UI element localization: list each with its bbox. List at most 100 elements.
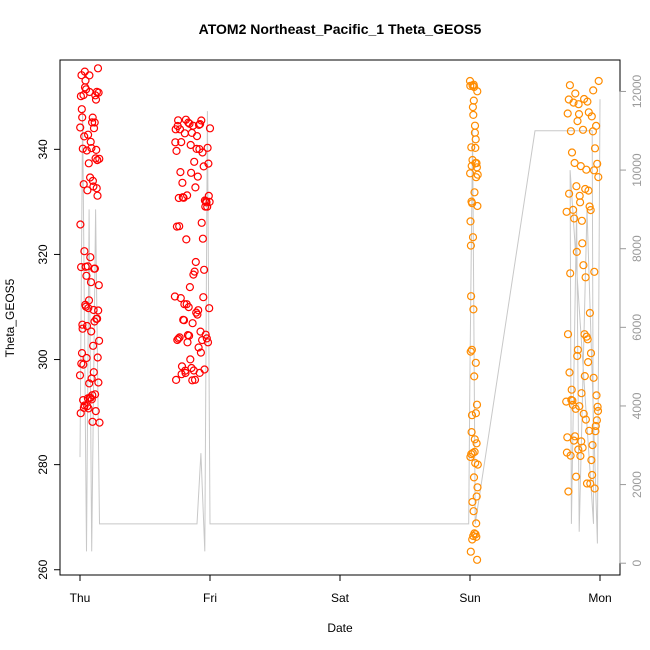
- data-point: [182, 235, 191, 244]
- data-point: [574, 109, 584, 119]
- data-point: [80, 132, 89, 141]
- data-point: [91, 407, 100, 416]
- data-point: [95, 154, 104, 163]
- data-point: [471, 135, 480, 144]
- data-point: [91, 95, 101, 104]
- data-point: [590, 267, 599, 276]
- data-point: [473, 483, 482, 492]
- data-point: [92, 314, 102, 323]
- data-point: [187, 363, 196, 373]
- y2-tick-label: 6000: [630, 314, 644, 341]
- data-point: [471, 143, 480, 152]
- data-point: [187, 168, 196, 177]
- data-point: [471, 409, 480, 418]
- data-point: [203, 143, 212, 152]
- data-point: [472, 159, 481, 168]
- data-point: [581, 415, 591, 424]
- data-point: [203, 202, 212, 211]
- data-point: [194, 306, 203, 315]
- data-point: [176, 294, 185, 303]
- data-point: [177, 138, 186, 147]
- data-point: [75, 371, 85, 380]
- data-point: [196, 348, 205, 357]
- data-point: [470, 372, 479, 381]
- data-point: [586, 479, 595, 488]
- data-point: [566, 451, 575, 460]
- x-tick-label: Sat: [331, 591, 350, 605]
- data-point: [205, 124, 215, 133]
- data-point: [90, 118, 99, 127]
- chart-title: ATOM2 Northeast_Pacific_1 Theta_GEOS5: [199, 21, 482, 37]
- data-point: [466, 347, 475, 356]
- data-point: [589, 373, 598, 382]
- data-point: [198, 234, 207, 243]
- data-point: [204, 191, 213, 200]
- data-point: [200, 365, 209, 374]
- y2-tick-label: 2000: [630, 471, 644, 498]
- data-point: [77, 105, 86, 114]
- data-point: [469, 507, 478, 516]
- data-point: [567, 385, 576, 394]
- data-point: [200, 265, 209, 274]
- data-point: [174, 334, 183, 343]
- data-point: [196, 327, 205, 336]
- data-point: [78, 320, 87, 329]
- data-point: [566, 127, 576, 136]
- y2-tick-label: 0: [630, 560, 644, 567]
- data-point: [466, 241, 475, 250]
- data-point: [588, 441, 597, 450]
- data-point: [570, 214, 579, 223]
- data-point: [202, 334, 211, 343]
- data-point: [84, 296, 94, 305]
- data-point: [193, 310, 202, 319]
- data-point: [573, 116, 582, 126]
- data-point: [192, 144, 201, 153]
- x-tick-label: Fri: [203, 591, 217, 605]
- data-point: [203, 338, 213, 347]
- data-point: [569, 98, 578, 107]
- data-point: [185, 283, 194, 292]
- data-point: [468, 102, 477, 112]
- data-point: [94, 306, 103, 315]
- data-point: [170, 292, 179, 301]
- data-point: [176, 168, 185, 177]
- data-point: [90, 390, 100, 399]
- data-point: [562, 397, 571, 406]
- data-point: [469, 110, 478, 120]
- data-point: [89, 305, 98, 315]
- data-point: [81, 76, 90, 85]
- data-point: [589, 166, 599, 175]
- data-point: [594, 173, 603, 182]
- data-point: [195, 368, 204, 377]
- data-point: [193, 172, 202, 181]
- data-point: [205, 197, 214, 206]
- data-point: [94, 88, 103, 97]
- y-axis-label: Theta_GEOS5: [3, 278, 17, 357]
- data-point: [194, 343, 203, 352]
- data-point: [183, 338, 192, 347]
- data-point: [183, 191, 192, 200]
- data-point: [88, 417, 97, 426]
- data-point: [86, 137, 95, 146]
- data-point: [579, 261, 588, 270]
- data-point: [84, 304, 93, 313]
- x-tick-label: Sun: [459, 591, 480, 605]
- y2-tick-label: 12000: [630, 74, 644, 108]
- y2-tick-label: 4000: [630, 392, 644, 419]
- y-tick-label: 280: [36, 454, 50, 474]
- data-point: [79, 180, 88, 189]
- data-point: [571, 472, 581, 481]
- data-point: [84, 159, 93, 168]
- data-point: [89, 124, 99, 133]
- data-point: [590, 144, 600, 153]
- data-point: [470, 121, 480, 130]
- data-point: [566, 269, 575, 278]
- data-point: [594, 76, 603, 86]
- data-point: [593, 402, 602, 411]
- data-point: [591, 121, 601, 131]
- data-point: [190, 375, 200, 384]
- data-point: [78, 396, 88, 405]
- data-point: [82, 146, 91, 155]
- data-point: [468, 497, 477, 507]
